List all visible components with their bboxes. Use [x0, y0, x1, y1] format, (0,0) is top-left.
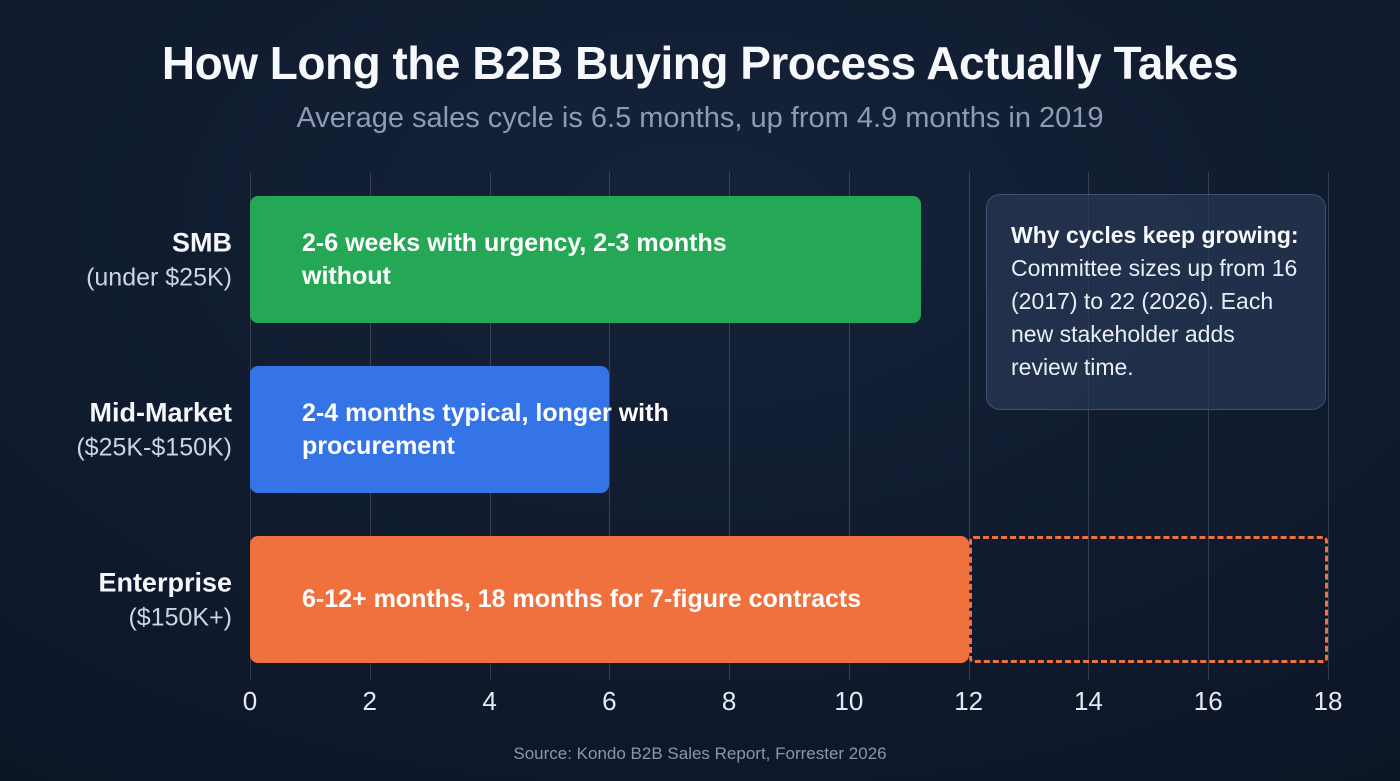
x-tick-18: 18: [1313, 686, 1343, 716]
chart-subtitle: Average sales cycle is 6.5 months, up fr…: [296, 102, 1104, 134]
x-tick-16: 16: [1193, 686, 1223, 716]
gridline-12: [968, 172, 970, 680]
gridline-8: [729, 172, 731, 680]
category-name-mid-market: Mid-Market: [89, 397, 232, 427]
gridline-14: [1088, 172, 1090, 680]
plot-area: 2-6 weeks with urgency, 2-3 months witho…: [250, 172, 1329, 680]
category-detail-enterprise: ($150K+): [128, 603, 232, 631]
gridline-16: [1208, 172, 1210, 680]
gridline-6: [609, 172, 611, 680]
bar-label-mid-market: 2-4 months typical, longer with procurem…: [302, 398, 669, 460]
category-name-smb: SMB: [172, 227, 232, 257]
x-tick-14: 14: [1073, 686, 1103, 716]
bar-label-smb: 2-6 weeks with urgency, 2-3 months witho…: [302, 228, 727, 290]
category-label-enterprise: Enterprise ($150K+): [0, 567, 232, 632]
category-detail-mid-market: ($25K-$150K): [76, 433, 232, 461]
x-axis: 0 2 4 6 8 10 12 14 16 18: [0, 686, 1400, 720]
chart-title: How Long the B2B Buying Process Actually…: [161, 37, 1239, 89]
x-tick-2: 2: [362, 686, 377, 716]
annotation-text: Committee sizes up from 16 (2017) to 22 …: [1011, 254, 1298, 380]
category-label-smb: SMB (under $25K): [0, 227, 232, 292]
category-detail-smb: (under $25K): [86, 263, 232, 291]
category-label-mid-market: Mid-Market ($25K-$150K): [0, 397, 232, 462]
x-tick-8: 8: [721, 686, 737, 716]
bar-mid-market: 2-4 months typical, longer with procurem…: [250, 366, 669, 493]
gridline-10: [848, 172, 850, 680]
dashed-extension-enterprise: [968, 536, 1328, 663]
annotation-box: Why cycles keep growing: Committee sizes…: [986, 194, 1326, 411]
x-tick-4: 4: [482, 686, 497, 716]
bar-smb: 2-6 weeks with urgency, 2-3 months witho…: [250, 196, 921, 323]
gridline-18: [1328, 172, 1329, 680]
x-tick-0: 0: [242, 686, 258, 716]
annotation-lead: Why cycles keep growing:: [1011, 222, 1299, 248]
x-tick-10: 10: [834, 686, 864, 716]
category-name-enterprise: Enterprise: [98, 567, 232, 597]
source-note: Source: Kondo B2B Sales Report, Forreste…: [513, 744, 887, 763]
x-tick-12: 12: [954, 686, 984, 716]
x-tick-6: 6: [602, 686, 617, 716]
bar-enterprise: 6-12+ months, 18 months for 7-figure con…: [250, 536, 969, 663]
bar-label-enterprise: 6-12+ months, 18 months for 7-figure con…: [302, 585, 862, 613]
